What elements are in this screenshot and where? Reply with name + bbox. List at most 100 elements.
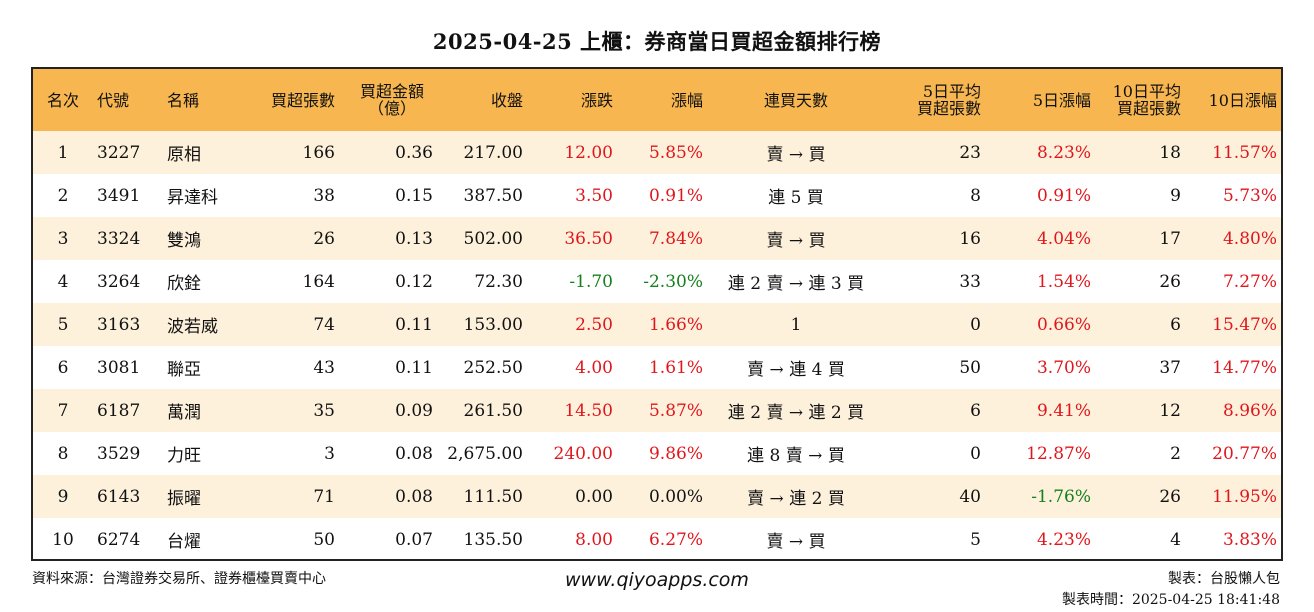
cell-avg10: 2 [1170,443,1181,464]
cell-pct10: 5.73% [1222,185,1277,206]
table-body: 1 3227 原相 166 0.36 217.00 12.00 5.85% 賣 → 買 23 8.2… [33,131,1281,559]
cell-pct5: 9.41% [1036,400,1091,421]
cell-name: 波若威 [167,317,218,337]
cell-pct10: 3.83% [1222,529,1277,550]
cell-streak: 連 8 賣 → 買 [747,446,845,466]
cell-pct10: 4.80% [1222,228,1277,249]
table-row: 1 3227 原相 166 0.36 217.00 12.00 5.85% 賣 → 買 23 8.2… [33,131,1281,174]
cell-name: 雙鴻 [167,231,201,251]
cell-pct: 5.85% [648,142,703,163]
cell-avg5: 50 [959,357,981,378]
table-header-row: 名次 代號 名稱 買超張數 買超金額 （億） 收盤 漲跌 漲幅 連買天數 5日平… [33,69,1281,131]
cell-avg5: 8 [970,185,981,206]
cell-buy-amount: 0.12 [395,271,433,292]
cell-close: 72.30 [474,271,523,292]
cell-pct: 0.91% [648,185,703,206]
cell-buy-amount: 0.11 [395,314,433,335]
cell-streak: 1 [790,314,802,335]
cell-buy-lots: 74 [313,314,335,335]
header-avg10-line2: 買超張數 [1116,99,1181,118]
cell-change: 240.00 [553,443,613,464]
cell-buy-lots: 166 [302,142,335,163]
cell-pct10: 7.27% [1222,271,1277,292]
cell-streak: 賣 → 買 [766,231,826,251]
cell-pct5: 0.91% [1036,185,1091,206]
header-code: 代號 [97,90,130,110]
cell-pct: 7.84% [648,228,703,249]
website-link[interactable]: www.qiyoapps.com [565,569,749,591]
cell-pct: 6.27% [648,529,703,550]
cell-pct5: 8.23% [1036,142,1091,163]
cell-buy-amount: 0.13 [395,228,433,249]
cell-buy-amount: 0.08 [395,443,433,464]
table-row: 5 3163 波若威 74 0.11 153.00 2.50 1.66% 1 0 0.66% 6 15.… [33,303,1281,346]
table-row: 9 6143 振曜 71 0.08 111.50 0.00 0.00% 賣 → 連 2 買 40 -… [33,475,1281,518]
header-buy-lots: 買超張數 [270,90,335,110]
cell-name: 台燿 [167,532,201,552]
cell-rank: 9 [57,486,69,507]
cell-name: 欣銓 [167,274,201,294]
table-row: 2 3491 昇達科 38 0.15 387.50 3.50 0.91% 連 5 買 8 0.91%… [33,174,1281,217]
cell-rank: 4 [57,271,69,292]
cell-pct: 5.87% [648,400,703,421]
cell-avg10: 12 [1159,400,1181,421]
cell-change: 4.00 [575,357,613,378]
cell-buy-lots: 38 [313,185,335,206]
cell-buy-lots: 43 [313,357,335,378]
cell-buy-lots: 26 [313,228,335,249]
cell-code: 3227 [97,142,141,163]
maker-credit: 製表：台股懶人包 [1168,571,1280,587]
cell-pct10: 15.47% [1212,314,1277,335]
ranking-table-container: 名次 代號 名稱 買超張數 買超金額 （億） 收盤 漲跌 漲幅 連買天數 5日平… [31,67,1283,561]
cell-pct10: 20.77% [1212,443,1277,464]
cell-rank: 7 [57,400,69,421]
cell-avg5: 33 [959,271,981,292]
header-pct: 漲幅 [670,90,703,110]
header-avg5-line2: 買超張數 [916,99,981,118]
cell-buy-lots: 164 [302,271,335,292]
table-row: 3 3324 雙鴻 26 0.13 502.00 36.50 7.84% 賣 → 買 16 4.04… [33,217,1281,260]
cell-change: 36.50 [564,228,613,249]
cell-pct: -2.30% [643,271,703,292]
cell-buy-amount: 0.11 [395,357,433,378]
table-row: 8 3529 力旺 3 0.08 2,675.00 240.00 9.86% 連 8 賣 → 買… [33,432,1281,475]
ranking-table: 名次 代號 名稱 買超張數 買超金額 （億） 收盤 漲跌 漲幅 連買天數 5日平… [33,69,1281,559]
cell-code: 6143 [97,486,141,507]
header-avg10-line1: 10日平均 [1112,82,1181,101]
header-buy-amount-line2: （億） [367,99,416,118]
header-buy-amount: 買超金額 （億） [343,69,441,131]
cell-rank: 1 [57,142,69,163]
cell-change: 2.50 [575,314,613,335]
cell-avg10: 26 [1159,486,1181,507]
cell-rank: 8 [57,443,69,464]
cell-buy-lots: 71 [313,486,335,507]
cell-name: 昇達科 [167,188,218,208]
cell-avg10: 9 [1170,185,1181,206]
cell-pct5: 0.66% [1036,314,1091,335]
cell-avg5: 5 [970,529,981,550]
cell-avg5: 6 [970,400,981,421]
cell-close: 2,675.00 [447,443,523,464]
cell-buy-lots: 50 [313,529,335,550]
cell-pct5: 4.23% [1036,529,1091,550]
cell-close: 153.00 [463,314,523,335]
cell-buy-lots: 3 [324,443,335,464]
cell-streak: 連 2 賣 → 連 3 買 [727,274,865,294]
cell-close: 135.50 [463,529,523,550]
header-pct10: 10日漲幅 [1208,90,1277,110]
cell-close: 252.50 [463,357,523,378]
header-buy-amount-line1: 買超金額 [359,82,424,101]
cell-name: 原相 [167,145,201,165]
cell-pct: 9.86% [648,443,703,464]
cell-code: 3491 [97,185,141,206]
cell-avg10: 26 [1159,271,1181,292]
cell-name: 振曜 [167,489,201,509]
header-streak: 連買天數 [763,90,828,110]
cell-change: 12.00 [564,142,613,163]
cell-streak: 連 5 買 [768,188,824,208]
cell-close: 261.50 [463,400,523,421]
cell-avg10: 17 [1159,228,1181,249]
cell-code: 3324 [97,228,141,249]
cell-rank: 2 [57,185,69,206]
cell-code: 3081 [97,357,141,378]
